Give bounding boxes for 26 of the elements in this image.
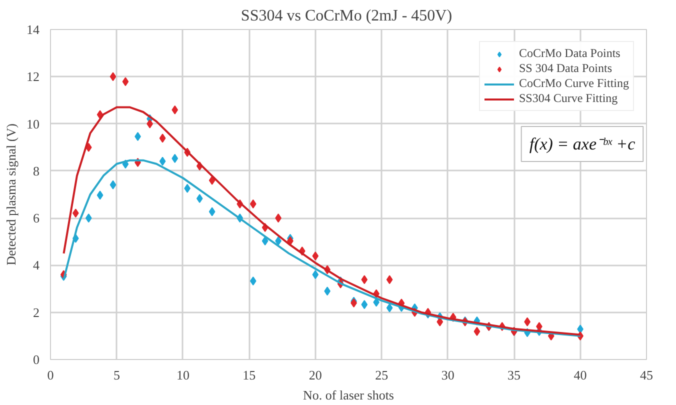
y-axis-title: Detected plasma signal (V) [4,124,18,266]
chart-title: SS304 vs CoCrMo (2mJ - 450V) [240,8,452,24]
y-tick-label: 10 [26,116,40,132]
legend-label: SS 304 Data Points [518,61,612,76]
y-tick-label: 6 [33,210,40,226]
y-tick-label: 0 [33,352,40,367]
x-tick-label: 20 [308,368,322,382]
y-tick-label: 2 [33,304,40,320]
x-tick-label: 10 [176,368,190,382]
x-tick-label: 45 [640,368,653,382]
annotation: f(x) = axe⁻ᵇˣ +c [529,134,636,154]
y-tick-label: 14 [26,22,40,37]
legend-label: CoCrMo Data Points [518,46,620,61]
x-tick-label: 5 [113,368,120,382]
x-axis-title: No. of laser shots [303,388,394,402]
x-tick-label: 35 [508,368,521,382]
legend-label: SS304 Curve Fitting [518,91,618,106]
x-tick-label: 0 [47,368,54,382]
x-tick-label: 15 [242,368,256,382]
y-tick-label: 8 [33,163,40,178]
x-tick-label: 40 [574,368,587,382]
y-tick-label: 4 [33,258,40,273]
x-tick-label: 25 [375,368,388,382]
legend-label: CoCrMo Curve Fitting [518,76,629,91]
y-tick-label: 12 [26,69,40,84]
x-tick-label: 30 [441,368,454,382]
